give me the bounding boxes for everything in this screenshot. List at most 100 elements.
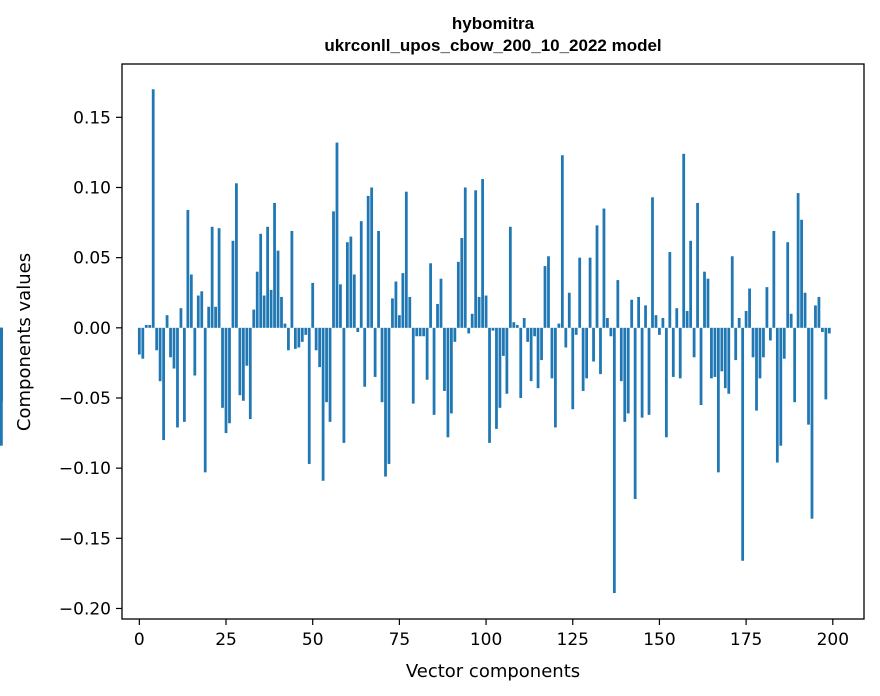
bar	[481, 179, 484, 328]
bar	[425, 327, 429, 380]
x-tick-label: 75	[389, 630, 411, 650]
bar	[723, 327, 727, 389]
bar	[775, 327, 779, 463]
bar	[276, 250, 280, 328]
bar	[404, 191, 408, 328]
bar	[224, 327, 228, 434]
bar	[415, 327, 419, 337]
bar	[789, 313, 793, 328]
bar	[706, 278, 710, 328]
bar	[824, 327, 828, 400]
bar	[266, 226, 270, 328]
bar	[255, 271, 259, 328]
bar	[678, 327, 682, 379]
bar	[193, 327, 197, 376]
bar	[755, 327, 758, 411]
bar	[210, 226, 214, 328]
bar	[571, 327, 575, 410]
bar	[522, 317, 526, 328]
y-tick-label: −0.05	[59, 389, 111, 409]
bar	[422, 327, 426, 337]
bar	[474, 190, 478, 328]
bar	[318, 327, 322, 368]
bar	[547, 256, 550, 328]
x-tick-label: 100	[470, 630, 502, 650]
bar	[519, 327, 523, 398]
bar	[189, 274, 193, 328]
plot-frame	[121, 63, 865, 620]
bar	[658, 327, 661, 335]
bar	[245, 327, 249, 366]
bar	[293, 327, 297, 349]
bar	[477, 296, 481, 328]
bar	[651, 197, 654, 328]
y-tick-label: 0.05	[73, 249, 111, 269]
bar	[720, 327, 724, 372]
x-tick-label: 0	[134, 630, 145, 650]
y-axis-ticks: −0.20 −0.15 −0.10 −0.05 0.00 0.05 0.10 0.15	[59, 108, 122, 619]
bar	[408, 296, 412, 328]
bar	[623, 327, 627, 422]
bar	[626, 327, 630, 414]
bar	[217, 228, 221, 328]
bar	[155, 327, 159, 351]
bar	[564, 327, 568, 348]
bar	[793, 327, 797, 403]
bar-series	[0, 89, 831, 594]
bar	[203, 327, 207, 473]
bar	[470, 313, 474, 328]
bar	[283, 323, 287, 328]
bar	[321, 327, 325, 481]
chart-title: hybomitra	[452, 14, 535, 33]
bar	[685, 310, 689, 328]
bar	[543, 266, 547, 328]
y-tick-label: −0.20	[59, 599, 111, 619]
bar	[599, 327, 602, 375]
bar	[335, 142, 339, 328]
bar	[540, 327, 543, 361]
bar	[290, 230, 294, 328]
bar	[609, 327, 613, 337]
bar	[727, 327, 731, 394]
bar	[394, 281, 398, 328]
bar	[578, 257, 582, 328]
bar	[169, 327, 172, 358]
bar	[612, 327, 616, 594]
y-tick-label: −0.10	[59, 459, 111, 479]
bar	[581, 327, 585, 391]
bar	[703, 271, 706, 328]
bar	[342, 327, 346, 443]
bar	[647, 327, 651, 415]
bar	[772, 230, 776, 328]
bar	[803, 292, 807, 328]
bar	[148, 325, 152, 328]
bar	[769, 327, 772, 341]
bar	[196, 295, 200, 328]
bar	[141, 327, 145, 359]
bar	[526, 327, 530, 342]
bar	[380, 327, 384, 403]
bar	[716, 327, 720, 473]
bar	[349, 236, 353, 328]
bar	[748, 288, 751, 328]
bar	[352, 274, 356, 328]
x-tick-label: 125	[557, 630, 589, 650]
bar	[453, 327, 457, 342]
bar	[418, 327, 422, 337]
bar	[554, 327, 557, 428]
bar	[439, 278, 443, 328]
bar	[744, 310, 748, 328]
bar	[401, 273, 405, 328]
bar	[162, 327, 165, 441]
bar	[668, 252, 672, 328]
bar	[817, 296, 821, 328]
bar	[664, 327, 668, 438]
y-axis-label: Components values	[14, 253, 35, 431]
bar	[456, 261, 460, 328]
bar	[737, 317, 741, 328]
bar	[533, 327, 536, 337]
bar	[443, 327, 446, 391]
bar	[339, 284, 342, 328]
bar	[574, 327, 578, 335]
bar	[689, 240, 693, 328]
